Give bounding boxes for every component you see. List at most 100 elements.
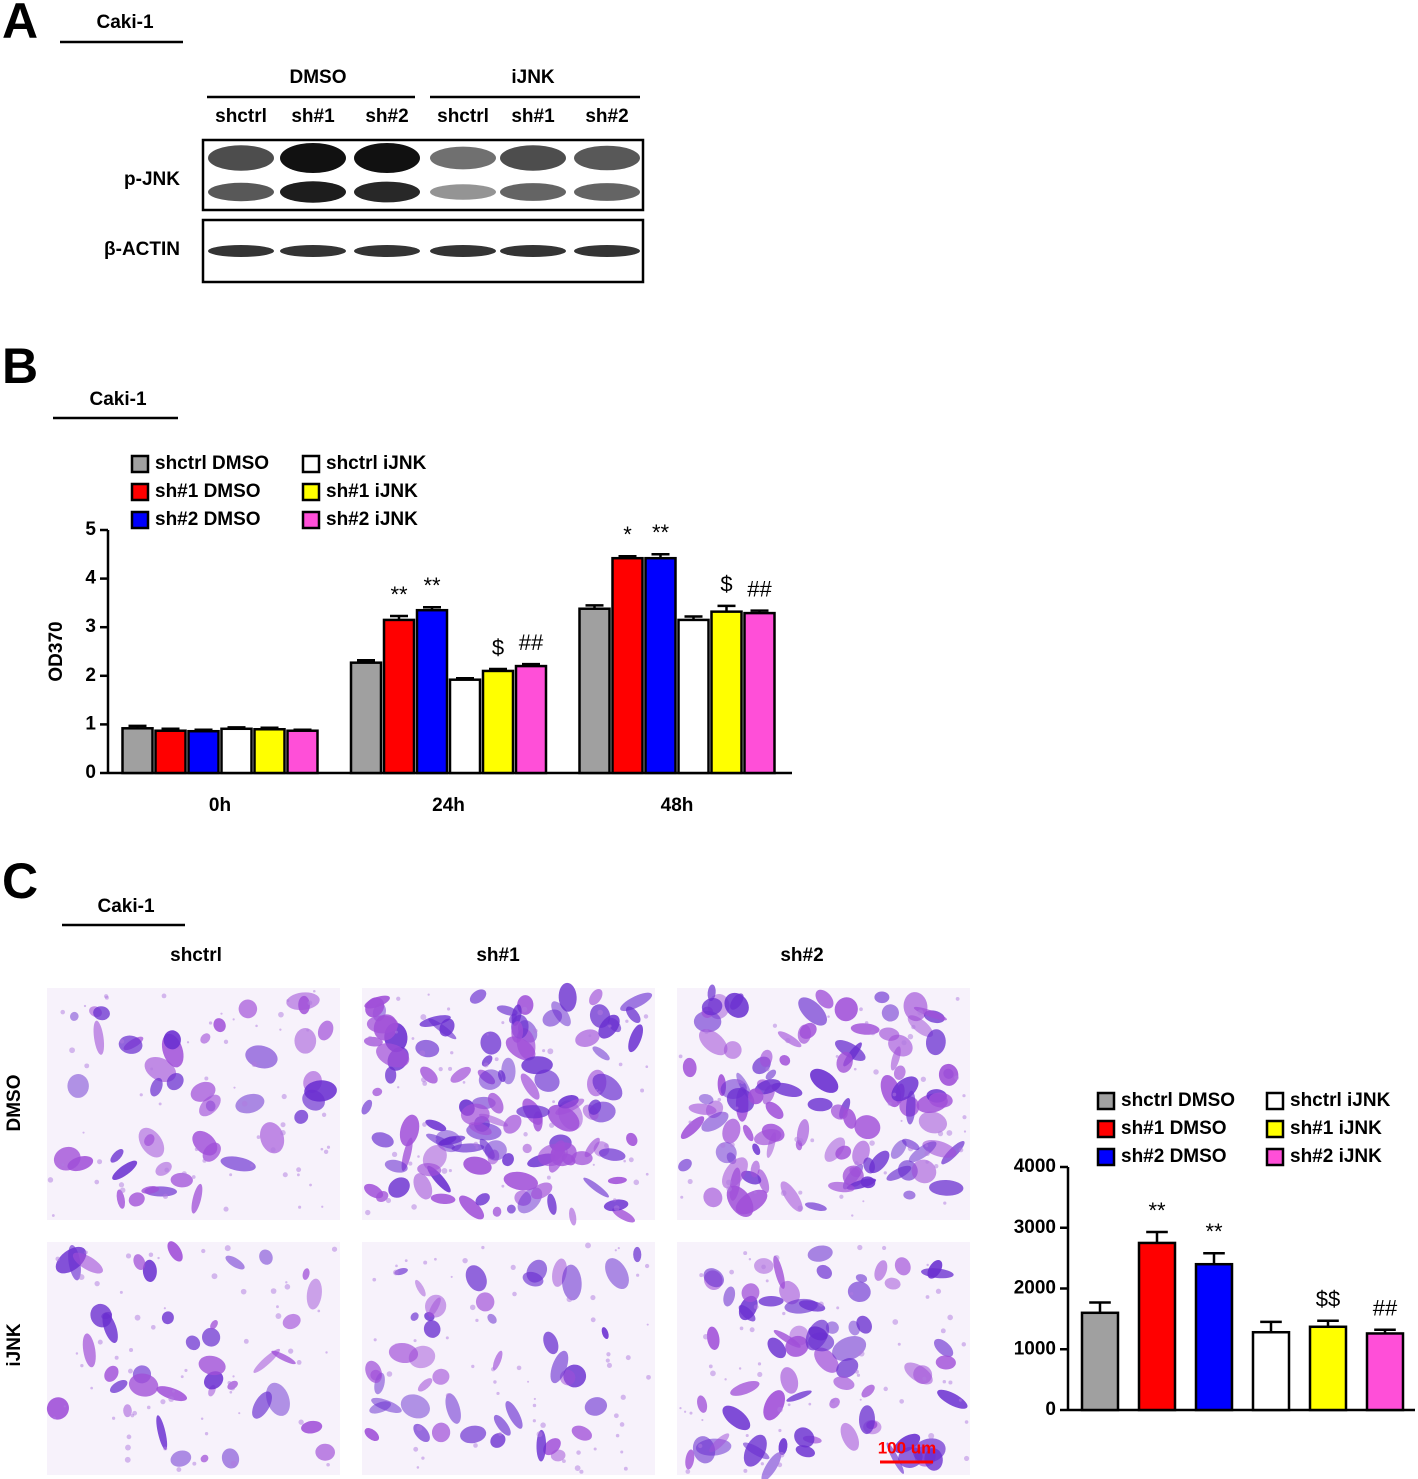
cell xyxy=(294,1027,317,1054)
debris xyxy=(255,1024,258,1028)
cell xyxy=(46,1397,69,1420)
debris xyxy=(940,1328,946,1334)
cell xyxy=(200,1033,211,1044)
band xyxy=(280,181,346,203)
band xyxy=(430,184,496,200)
debris xyxy=(373,1338,377,1342)
debris xyxy=(411,1037,415,1040)
lane-label: sh#1 xyxy=(511,106,555,127)
debris xyxy=(47,1177,54,1183)
debris xyxy=(129,1347,134,1353)
debris xyxy=(427,993,430,996)
debris xyxy=(797,1205,804,1211)
cell xyxy=(388,1177,410,1198)
cell xyxy=(832,1336,867,1362)
debris xyxy=(282,1172,288,1178)
debris xyxy=(462,1081,466,1084)
debris xyxy=(685,1469,691,1474)
debris xyxy=(386,1371,393,1377)
cell xyxy=(890,1046,901,1071)
cell xyxy=(773,1255,785,1289)
cell xyxy=(372,1087,383,1097)
cell xyxy=(555,1098,585,1115)
band xyxy=(208,145,274,171)
debris xyxy=(97,1159,103,1165)
debris xyxy=(473,1141,479,1147)
debris xyxy=(625,1355,631,1361)
panel-label: C xyxy=(2,853,38,909)
y-axis-label: OD370 xyxy=(46,621,67,681)
cell xyxy=(259,1122,285,1154)
debris xyxy=(917,1009,924,1016)
debris xyxy=(230,1460,237,1467)
debris xyxy=(146,1405,151,1410)
cell xyxy=(138,1127,165,1158)
cell xyxy=(881,1004,899,1022)
debris xyxy=(780,1190,787,1196)
panel-label: B xyxy=(2,338,38,394)
debris xyxy=(782,1311,786,1316)
cell xyxy=(748,1088,764,1105)
cell xyxy=(558,982,577,1012)
scale-bar-label: 100 um xyxy=(878,1438,937,1457)
debris xyxy=(925,1144,929,1148)
cell xyxy=(298,995,310,1015)
cell xyxy=(863,1157,875,1174)
debris xyxy=(743,1468,748,1473)
cell xyxy=(789,1325,809,1346)
cell xyxy=(82,1333,96,1368)
cell xyxy=(475,1193,490,1206)
debris xyxy=(856,1373,861,1377)
debris xyxy=(620,1450,624,1454)
debris xyxy=(124,1456,131,1463)
debris xyxy=(202,1158,207,1163)
debris xyxy=(61,1162,65,1167)
blot-frame xyxy=(201,138,645,212)
cell xyxy=(929,1179,964,1196)
cell xyxy=(824,1137,846,1162)
cell xyxy=(450,1066,471,1083)
band xyxy=(354,245,420,257)
cell xyxy=(417,1378,433,1392)
debris xyxy=(703,1333,709,1340)
cell xyxy=(605,1258,629,1290)
cell xyxy=(72,1252,103,1274)
debris xyxy=(533,1397,536,1401)
legend-label: shctrl iJNK xyxy=(326,453,427,474)
debris xyxy=(411,1204,417,1210)
debris xyxy=(818,1000,824,1005)
debris xyxy=(640,1088,645,1093)
debris xyxy=(595,1088,598,1091)
significance-label: ## xyxy=(747,576,772,601)
debris xyxy=(900,1119,903,1122)
cell xyxy=(133,1254,146,1271)
cell xyxy=(225,1255,245,1270)
debris xyxy=(588,1034,592,1038)
bar xyxy=(253,728,286,775)
debris xyxy=(211,1273,218,1280)
debris xyxy=(798,1190,803,1195)
band xyxy=(574,183,640,201)
cell xyxy=(520,1073,540,1100)
debris xyxy=(164,1167,170,1173)
debris xyxy=(540,1422,546,1428)
cell xyxy=(534,1069,560,1092)
debris xyxy=(232,1375,235,1378)
cell xyxy=(903,1190,916,1200)
column-label: shctrl xyxy=(170,945,222,966)
cell xyxy=(123,1404,132,1418)
cell xyxy=(703,1268,725,1288)
treatment-label: DMSO xyxy=(290,67,347,88)
debris xyxy=(687,1178,693,1185)
debris xyxy=(119,1187,126,1193)
cell xyxy=(478,1069,503,1090)
debris xyxy=(298,1205,302,1209)
debris xyxy=(420,1014,427,1021)
debris xyxy=(689,1411,693,1415)
debris xyxy=(434,1257,437,1261)
cell xyxy=(503,1171,538,1191)
significance-label: ** xyxy=(652,520,670,545)
significance-label: ## xyxy=(1373,1296,1398,1321)
legend-swatch xyxy=(130,482,150,502)
bar xyxy=(743,611,776,775)
